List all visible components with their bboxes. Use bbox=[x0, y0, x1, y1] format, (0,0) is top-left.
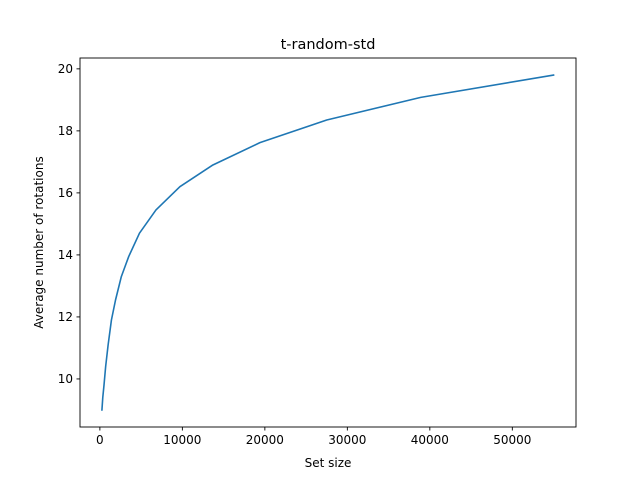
y-tick-label: 10 bbox=[58, 372, 73, 386]
x-axis-label: Set size bbox=[305, 456, 352, 470]
x-tick-label: 30000 bbox=[328, 433, 366, 447]
x-tick-label: 50000 bbox=[493, 433, 531, 447]
series-line bbox=[101, 74, 555, 411]
y-tick-label: 16 bbox=[58, 186, 73, 200]
chart-title: t-random-std bbox=[281, 37, 376, 53]
x-tick-label: 40000 bbox=[411, 433, 449, 447]
y-tick-label: 20 bbox=[58, 62, 73, 76]
y-tick-label: 14 bbox=[58, 248, 73, 262]
y-axis-label: Average number of rotations bbox=[32, 156, 46, 328]
y-tick-label: 12 bbox=[58, 310, 73, 324]
y-tick-label: 18 bbox=[58, 124, 73, 138]
series-lines bbox=[101, 74, 555, 411]
x-tick-label: 10000 bbox=[163, 433, 201, 447]
axis-ticks: 0 10000 20000 30000 40000 50000 10 12 14 16 18 20 bbox=[58, 62, 532, 447]
x-tick-label: 0 bbox=[96, 433, 104, 447]
x-tick-label: 20000 bbox=[246, 433, 284, 447]
plot-frame bbox=[79, 57, 577, 428]
